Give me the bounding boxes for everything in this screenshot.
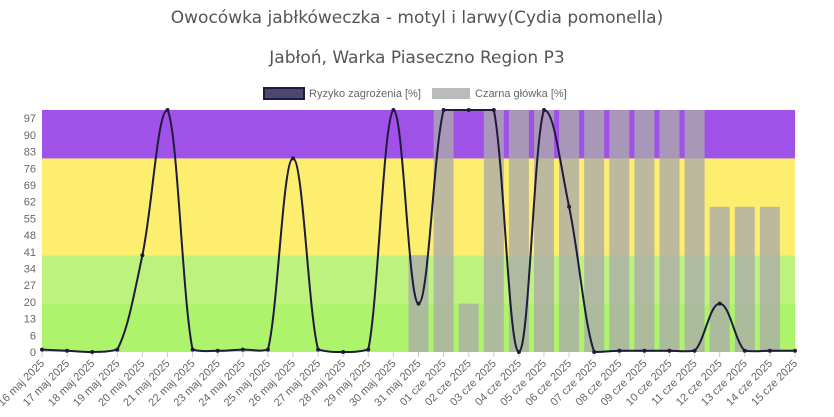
risk-point bbox=[140, 253, 145, 258]
bar-czarna-glowka bbox=[634, 110, 655, 352]
risk-point bbox=[491, 108, 496, 112]
risk-point bbox=[466, 108, 471, 112]
legend-swatch-risk bbox=[263, 87, 305, 100]
risk-point bbox=[516, 350, 521, 354]
bar-czarna-glowka bbox=[734, 206, 755, 352]
bar-czarna-glowka bbox=[684, 110, 705, 352]
risk-point bbox=[240, 347, 245, 352]
risk-point bbox=[416, 301, 421, 306]
bar-czarna-glowka bbox=[759, 206, 780, 352]
bar-czarna-glowka bbox=[458, 303, 479, 352]
risk-point bbox=[717, 301, 722, 306]
bar-czarna-glowka bbox=[483, 110, 504, 352]
y-tick-label: 41 bbox=[24, 247, 36, 259]
risk-point bbox=[692, 348, 697, 353]
risk-point bbox=[90, 350, 95, 354]
risk-point bbox=[767, 348, 772, 353]
risk-line bbox=[41, 108, 795, 354]
risk-point bbox=[190, 347, 195, 352]
chart-title: Owocówka jabłkóweczka - motyl i larwy(Cy… bbox=[170, 8, 664, 28]
risk-point bbox=[291, 156, 295, 161]
bar-czarna-glowka bbox=[508, 110, 529, 352]
bar-czarna-glowka bbox=[559, 110, 580, 352]
risk-point bbox=[542, 108, 546, 112]
risk-point bbox=[617, 348, 622, 353]
y-tick-label: 97 bbox=[24, 113, 36, 125]
bar-czarna-glowka bbox=[534, 110, 554, 352]
y-tick-label: 20 bbox=[24, 297, 36, 309]
bar-czarna-glowka bbox=[609, 110, 630, 352]
risk-point bbox=[341, 350, 346, 354]
bar-czarna-glowka bbox=[433, 110, 454, 352]
risk-point bbox=[265, 347, 270, 352]
risk-point bbox=[391, 108, 396, 112]
risk-point bbox=[316, 347, 321, 352]
risk-point bbox=[366, 347, 371, 352]
risk-point bbox=[567, 204, 572, 209]
legend-label-czarna[interactable]: Czarna główka [%] bbox=[475, 88, 567, 100]
y-tick-label: 76 bbox=[24, 163, 36, 175]
risk-band bbox=[42, 110, 795, 159]
y-tick-label: 62 bbox=[24, 197, 36, 209]
risk-point bbox=[165, 108, 170, 112]
legend: Ryzyko zagrożenia [%] Czarna główka [%] bbox=[263, 87, 567, 100]
y-tick-label: 83 bbox=[24, 147, 36, 159]
y-tick-label: 48 bbox=[24, 230, 36, 242]
risk-point bbox=[215, 348, 220, 353]
bar-czarna-glowka bbox=[659, 110, 680, 352]
chart-subtitle: Jabłoń, Warka Piaseczno Region P3 bbox=[269, 48, 565, 68]
y-tick-label: 55 bbox=[24, 213, 36, 225]
y-tick-label: 34 bbox=[24, 264, 36, 276]
risk-point bbox=[65, 348, 70, 353]
y-tick-label: 69 bbox=[24, 180, 36, 192]
risk-point bbox=[642, 348, 647, 353]
y-tick-label: 27 bbox=[24, 280, 36, 292]
risk-point bbox=[441, 108, 446, 112]
risk-point bbox=[793, 348, 797, 353]
y-tick-label: 13 bbox=[24, 314, 36, 326]
risk-point bbox=[592, 350, 597, 354]
bar-czarna-glowka bbox=[584, 110, 605, 352]
legend-label-risk[interactable]: Ryzyko zagrożenia [%] bbox=[309, 88, 421, 100]
y-tick-label: 6 bbox=[30, 330, 36, 342]
y-tick-label: 90 bbox=[24, 130, 36, 142]
risk-point bbox=[40, 347, 44, 352]
y-tick-label: 0 bbox=[30, 347, 36, 359]
legend-swatch-czarna bbox=[432, 88, 470, 99]
bar-czarna-glowka bbox=[709, 206, 730, 352]
risk-point bbox=[742, 348, 747, 353]
risk-point bbox=[115, 347, 120, 352]
risk-point bbox=[667, 348, 672, 353]
